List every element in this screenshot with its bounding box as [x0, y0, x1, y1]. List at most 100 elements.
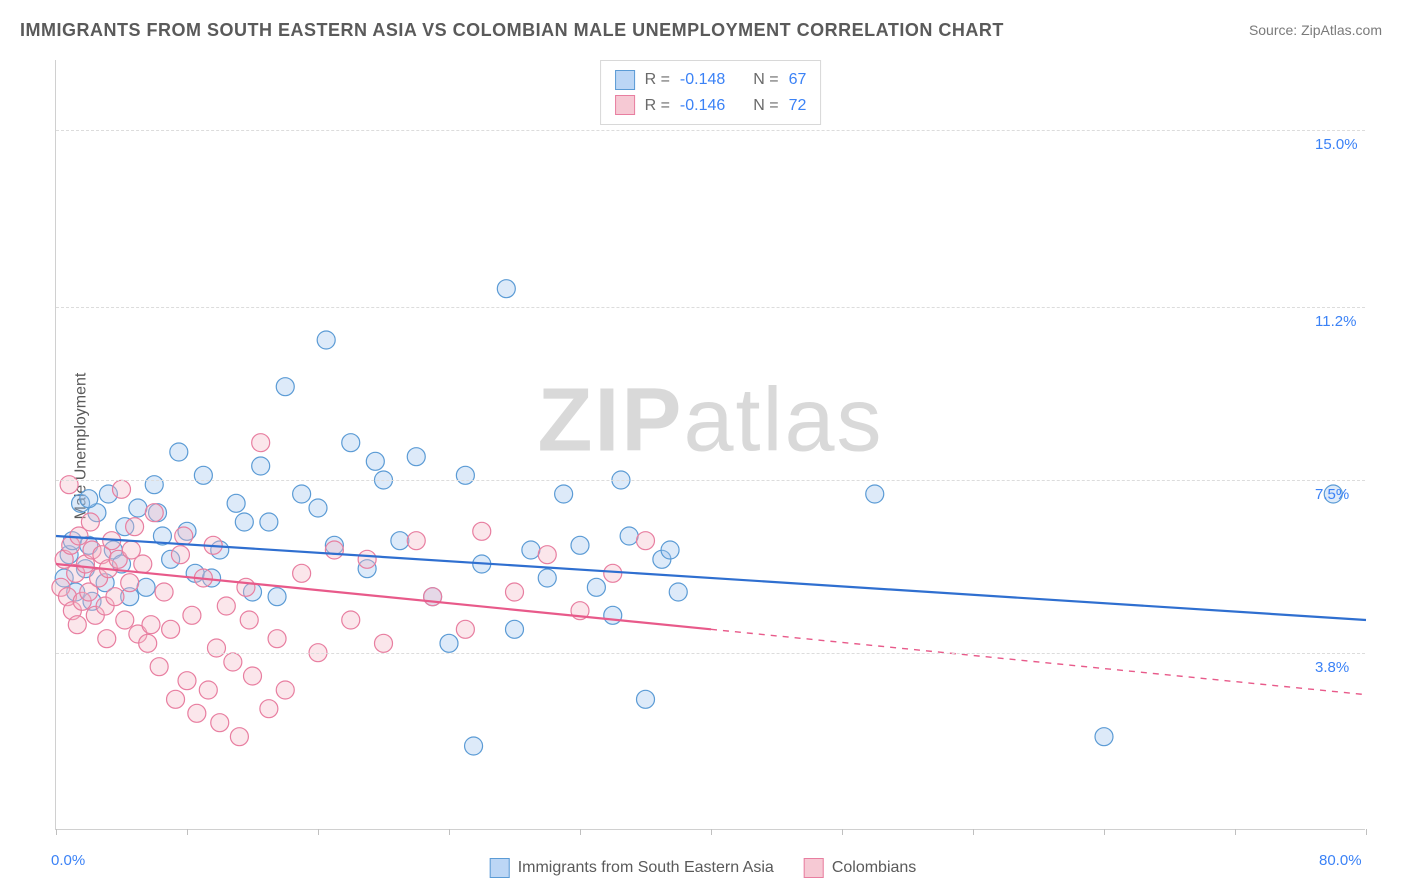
data-point — [235, 513, 253, 531]
x-tick — [449, 829, 450, 835]
legend-swatch — [490, 858, 510, 878]
data-point — [538, 569, 556, 587]
x-tick — [1235, 829, 1236, 835]
data-point — [237, 578, 255, 596]
data-point — [150, 658, 168, 676]
data-point — [604, 564, 622, 582]
x-tick — [842, 829, 843, 835]
x-tick — [56, 829, 57, 835]
data-point — [325, 541, 343, 559]
data-point — [80, 490, 98, 508]
trend-line — [56, 536, 1366, 620]
data-point — [145, 504, 163, 522]
data-point — [620, 527, 638, 545]
data-point — [194, 466, 212, 484]
x-min-label: 0.0% — [51, 852, 85, 869]
data-point — [113, 480, 131, 498]
chart-title: IMMIGRANTS FROM SOUTH EASTERN ASIA VS CO… — [20, 20, 1004, 41]
legend-row: R = -0.146 N = 72 — [615, 93, 807, 119]
data-point — [137, 578, 155, 596]
n-label: N = — [753, 93, 778, 119]
data-point — [309, 499, 327, 517]
data-point — [106, 588, 124, 606]
data-point — [268, 630, 286, 648]
legend-item: Colombians — [804, 858, 916, 878]
plot-area: ZIPatlas R = -0.148 N = 67 R = -0.146 N … — [55, 60, 1365, 830]
legend-item: Immigrants from South Eastern Asia — [490, 858, 774, 878]
x-tick — [1366, 829, 1367, 835]
legend-label: Immigrants from South Eastern Asia — [518, 859, 774, 877]
r-label: R = — [645, 67, 670, 93]
data-point — [188, 704, 206, 722]
x-max-label: 80.0% — [1319, 852, 1362, 869]
data-point — [230, 728, 248, 746]
data-point — [155, 583, 173, 601]
gridline — [56, 480, 1365, 481]
data-point — [375, 634, 393, 652]
data-point — [129, 499, 147, 517]
data-point — [260, 700, 278, 718]
data-point — [342, 611, 360, 629]
data-point — [358, 550, 376, 568]
data-point — [342, 434, 360, 452]
data-point — [538, 546, 556, 564]
x-tick — [1104, 829, 1105, 835]
series-legend: Immigrants from South Eastern Asia Colom… — [490, 858, 917, 878]
scatter-svg — [56, 60, 1365, 829]
data-point — [68, 616, 86, 634]
x-tick — [187, 829, 188, 835]
data-point — [240, 611, 258, 629]
data-point — [407, 532, 425, 550]
legend-row: R = -0.148 N = 67 — [615, 67, 807, 93]
x-tick — [973, 829, 974, 835]
data-point — [126, 518, 144, 536]
data-point — [407, 448, 425, 466]
data-point — [497, 280, 515, 298]
data-point — [171, 546, 189, 564]
y-tick-label: 7.5% — [1315, 486, 1349, 503]
r-label: R = — [645, 93, 670, 119]
data-point — [175, 527, 193, 545]
data-point — [268, 588, 286, 606]
gridline — [56, 130, 1365, 131]
data-point — [122, 541, 140, 559]
x-tick — [711, 829, 712, 835]
data-point — [121, 574, 139, 592]
data-point — [145, 476, 163, 494]
data-point — [276, 378, 294, 396]
data-point — [669, 583, 687, 601]
x-tick — [580, 829, 581, 835]
data-point — [252, 457, 270, 475]
data-point — [170, 443, 188, 461]
data-point — [60, 476, 78, 494]
x-tick — [318, 829, 319, 835]
data-point — [866, 485, 884, 503]
data-point — [473, 522, 491, 540]
legend-swatch — [804, 858, 824, 878]
data-point — [217, 597, 235, 615]
data-point — [252, 434, 270, 452]
n-label: N = — [753, 67, 778, 93]
y-tick-label: 15.0% — [1315, 136, 1358, 153]
data-point — [207, 639, 225, 657]
data-point — [506, 620, 524, 638]
y-tick-label: 11.2% — [1315, 313, 1356, 330]
data-point — [139, 634, 157, 652]
data-point — [506, 583, 524, 601]
data-point — [293, 564, 311, 582]
data-point — [81, 513, 99, 531]
gridline — [56, 653, 1365, 654]
data-point — [637, 690, 655, 708]
data-point — [293, 485, 311, 503]
data-point — [244, 667, 262, 685]
data-point — [587, 578, 605, 596]
data-point — [260, 513, 278, 531]
data-point — [604, 606, 622, 624]
data-point — [522, 541, 540, 559]
data-point — [227, 494, 245, 512]
gridline — [56, 307, 1365, 308]
n-value: 67 — [789, 67, 807, 93]
data-point — [440, 634, 458, 652]
r-value: -0.146 — [680, 93, 725, 119]
data-point — [183, 606, 201, 624]
